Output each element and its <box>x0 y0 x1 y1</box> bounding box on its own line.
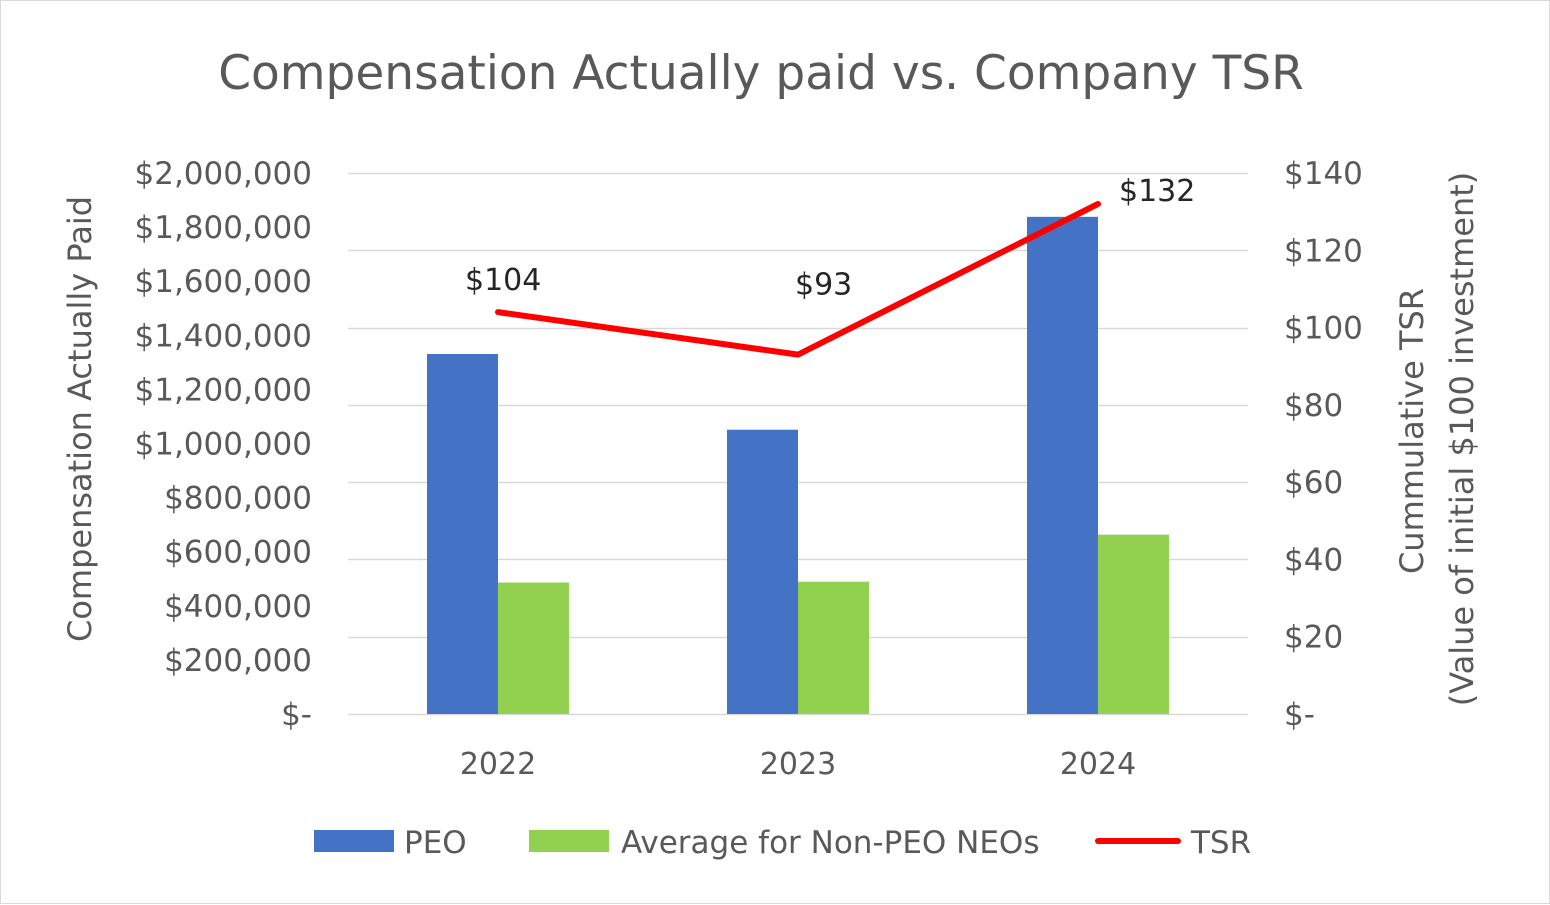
tsr-data-label: $104 <box>465 263 541 298</box>
bar-peo-2022 <box>427 353 498 714</box>
bar-average-for-non-peo-neos-2024 <box>1098 534 1169 714</box>
left-tick-label: $1,000,000 <box>135 427 313 463</box>
tsr-line <box>495 200 1101 358</box>
legend-swatch-average-for-non-peo-neos <box>529 830 609 852</box>
right-tick-label: $40 <box>1284 542 1343 578</box>
right-axis-title-line1: Cummulative TSR <box>1393 288 1431 574</box>
right-axis-ticks: $- $20 $40 $60 $80 $100 $120 $140 <box>1284 156 1363 733</box>
bar-peo-2023 <box>727 429 798 714</box>
legend-label-average-for-non-peo-neos: Average for Non-PEO NEOs <box>621 825 1040 861</box>
right-tick-label: $120 <box>1284 233 1363 269</box>
left-axis-title: Compensation Actually Paid <box>61 196 99 642</box>
left-tick-label: $400,000 <box>164 589 312 625</box>
right-tick-label: $80 <box>1284 388 1343 424</box>
right-tick-label: $140 <box>1284 156 1363 192</box>
left-tick-label: $1,400,000 <box>135 318 313 354</box>
bar-average-for-non-peo-neos-2023 <box>798 581 869 714</box>
left-tick-label: $- <box>281 697 312 733</box>
left-tick-label: $200,000 <box>164 643 312 679</box>
bar-average-for-non-peo-neos-2022 <box>498 582 569 714</box>
bar-peo-2024 <box>1027 216 1098 715</box>
chart-title: Compensation Actually paid vs. Company T… <box>218 46 1304 101</box>
right-tick-label: $- <box>1284 697 1315 733</box>
left-axis-ticks: $- $200,000 $400,000 $600,000 $800,000 $1,000… <box>135 156 313 733</box>
legend: PEO Average for Non-PEO NEOs TSR <box>314 825 1251 861</box>
right-tick-label: $100 <box>1284 311 1363 347</box>
right-axis-title-line2: (Value of initial $100 investment) <box>1443 172 1481 707</box>
bars <box>427 216 1169 715</box>
legend-label-tsr: TSR <box>1190 825 1251 861</box>
left-tick-label: $800,000 <box>164 481 312 517</box>
right-tick-label: $60 <box>1284 465 1343 501</box>
tsr-data-label: $93 <box>795 268 852 303</box>
legend-label-peo: PEO <box>404 825 467 861</box>
category-label: 2022 <box>460 747 536 782</box>
tsr-data-label: $132 <box>1119 174 1195 209</box>
category-label: 2023 <box>760 747 836 782</box>
left-tick-label: $2,000,000 <box>135 156 313 192</box>
left-tick-label: $1,800,000 <box>135 210 313 246</box>
category-label: 2024 <box>1060 747 1136 782</box>
category-labels: 2022 2023 2024 <box>460 747 1136 782</box>
right-tick-label: $20 <box>1284 620 1343 656</box>
left-tick-label: $600,000 <box>164 535 312 571</box>
left-tick-label: $1,600,000 <box>135 264 313 300</box>
legend-swatch-peo <box>314 830 394 852</box>
left-tick-label: $1,200,000 <box>135 372 313 408</box>
tsr-line-layer: $104 $93 $132 <box>465 174 1195 358</box>
